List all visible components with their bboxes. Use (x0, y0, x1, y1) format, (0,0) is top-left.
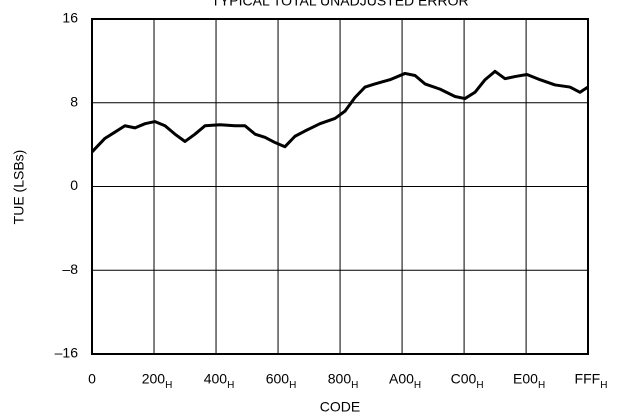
x-tick-label: E00H (513, 371, 545, 391)
subscript: H (289, 380, 296, 391)
data-line (90, 69, 589, 153)
x-tick-label: C00H (451, 371, 484, 391)
x-tick-label: A00H (389, 371, 421, 391)
subscript: H (414, 380, 421, 391)
x-axis-label: CODE (320, 399, 360, 415)
subscript: H (227, 380, 234, 391)
x-tick-label: 400H (204, 371, 235, 391)
y-axis-label: TUE (LSBs) (11, 150, 27, 225)
y-tick-label: 0 (70, 177, 78, 193)
y-tick-label: 8 (70, 93, 78, 109)
x-tick-label: 200H (142, 371, 173, 391)
subscript: H (476, 380, 483, 391)
y-tick-label: –16 (55, 345, 79, 361)
y-tick-label: –8 (62, 261, 78, 277)
x-tick-label: FFFH (575, 371, 608, 391)
x-tick-label: 0 (88, 371, 96, 387)
chart-title: TYPICAL TOTAL UNADJUSTED ERROR (211, 0, 468, 9)
plot-frame (91, 18, 589, 355)
x-tick-label: 800H (328, 371, 359, 391)
subscript: H (538, 380, 545, 391)
x-tick-label: 600H (266, 371, 297, 391)
subscript: H (351, 380, 358, 391)
subscript: H (600, 380, 607, 391)
y-tick-label: 16 (62, 10, 78, 26)
subscript: H (165, 380, 172, 391)
